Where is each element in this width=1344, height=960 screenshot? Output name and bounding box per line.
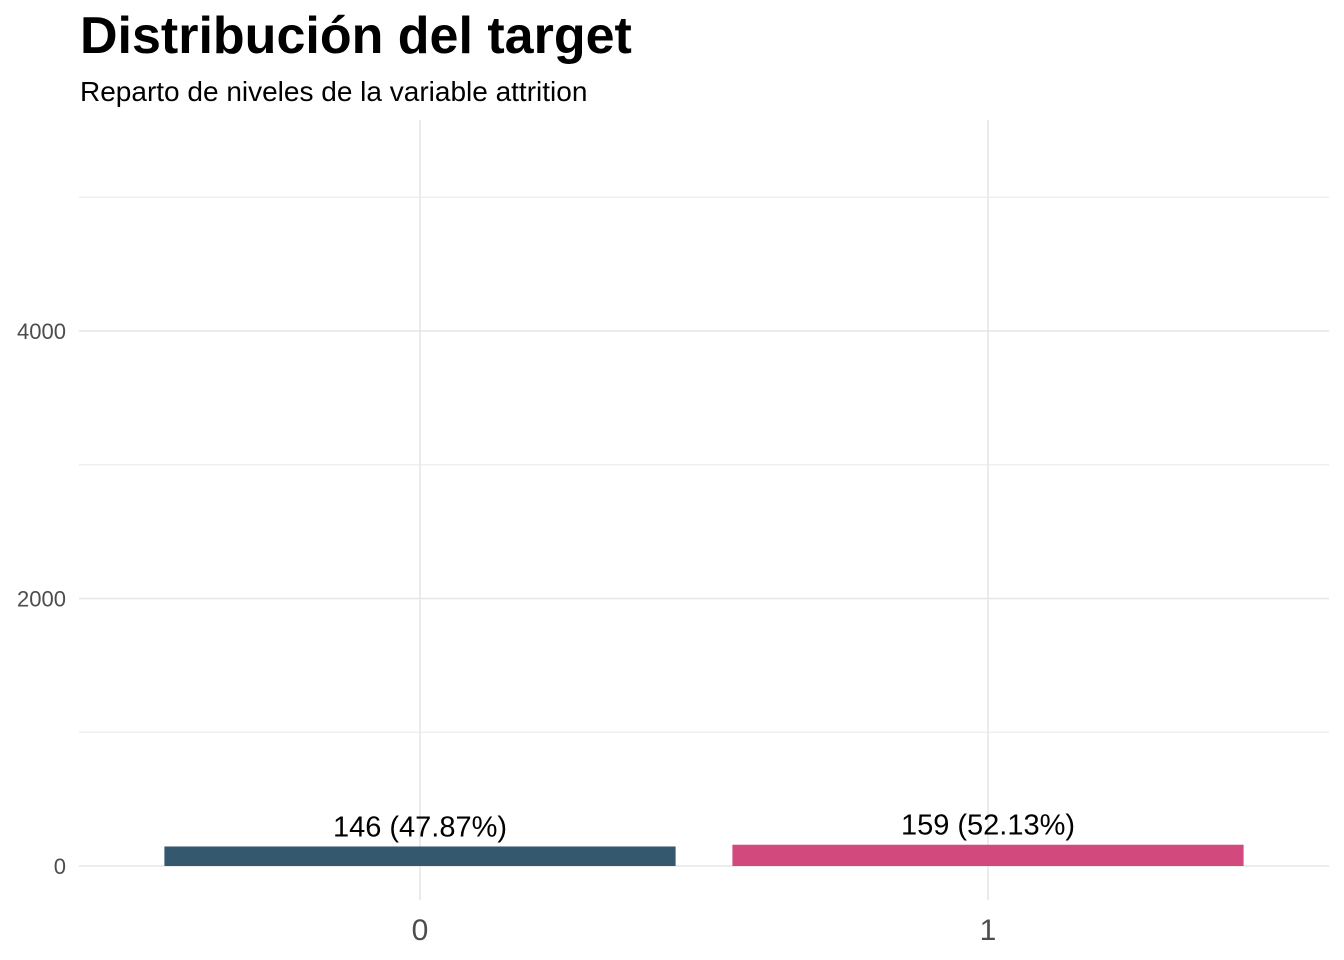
y-tick-label: 4000 <box>17 319 66 344</box>
bar-1 <box>732 844 1244 866</box>
bar-0 <box>164 846 676 866</box>
x-tick-label: 1 <box>980 914 997 947</box>
label-layer: 146 (47.87%) 159 (52.13%) <box>333 810 1075 844</box>
chart-title: Distribución del target <box>80 7 632 65</box>
axis-layer: 0 2000 4000 0 1 <box>17 319 996 947</box>
x-tick-label: 0 <box>412 914 429 947</box>
bar-layer <box>164 844 1244 866</box>
chart-subtitle: Reparto de niveles de la variable attrit… <box>80 76 588 107</box>
grid-layer <box>79 120 1329 900</box>
data-label-1: 159 (52.13%) <box>901 810 1075 842</box>
y-tick-label: 2000 <box>17 587 66 612</box>
y-tick-label: 0 <box>54 854 66 879</box>
data-label-0: 146 (47.87%) <box>333 811 507 843</box>
